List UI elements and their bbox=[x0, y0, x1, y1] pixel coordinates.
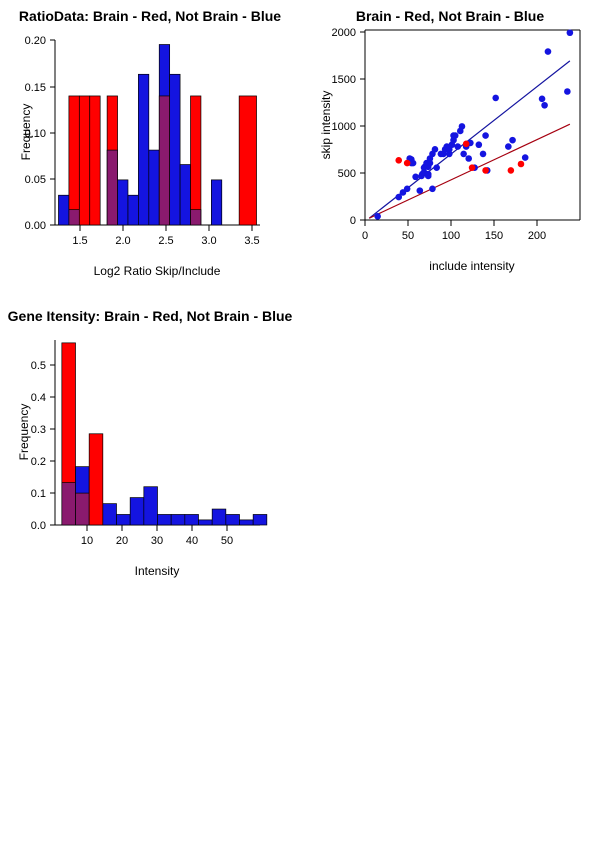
geneintensity-yaxis: 0.0 0.1 0.2 0.3 0.4 0.5 bbox=[31, 360, 55, 532]
ratiodata-chart: 0.00 0.05 0.10 0.15 0.20 1.5 2.0 2.5 3.0… bbox=[0, 0, 300, 300]
ratiodata-bars bbox=[58, 45, 256, 225]
svg-text:0: 0 bbox=[362, 230, 368, 242]
svg-text:200: 200 bbox=[528, 230, 546, 242]
svg-text:40: 40 bbox=[186, 535, 198, 547]
geneintensity-bars bbox=[62, 343, 267, 525]
svg-text:150: 150 bbox=[485, 230, 503, 242]
scatter-ylabel: skip intensity bbox=[319, 91, 333, 160]
svg-text:1.5: 1.5 bbox=[72, 235, 87, 247]
svg-text:10: 10 bbox=[81, 535, 93, 547]
ratiodata-xaxis: 1.5 2.0 2.5 3.0 3.5 4.0 bbox=[72, 225, 299, 247]
svg-text:0.2: 0.2 bbox=[31, 456, 46, 468]
geneintensity-title: Gene Itensity: Brain - Red, Not Brain - … bbox=[0, 308, 300, 324]
scatter-title: Brain - Red, Not Brain - Blue bbox=[300, 8, 600, 24]
ratiodata-title: RatioData: Brain - Red, Not Brain - Blue bbox=[0, 8, 300, 24]
svg-text:50: 50 bbox=[402, 230, 414, 242]
ratiodata-xlabel: Log2 Ratio Skip/Include bbox=[94, 264, 221, 278]
svg-text:0.15: 0.15 bbox=[25, 82, 46, 94]
ratiodata-panel: RatioData: Brain - Red, Not Brain - Blue… bbox=[0, 0, 300, 300]
svg-text:3.5: 3.5 bbox=[244, 235, 259, 247]
scatter-chart: 0 500 1000 1500 2000 0 50 100 150 200 sk… bbox=[300, 0, 600, 300]
svg-text:0.5: 0.5 bbox=[31, 360, 46, 372]
scatter-xaxis: 0 50 100 150 200 bbox=[362, 220, 546, 242]
svg-text:3.0: 3.0 bbox=[201, 235, 216, 247]
svg-text:0.3: 0.3 bbox=[31, 424, 46, 436]
scatter-xlabel: include intensity bbox=[429, 259, 514, 273]
svg-text:0.0: 0.0 bbox=[31, 520, 46, 532]
scatter-points bbox=[369, 29, 573, 219]
svg-text:0.05: 0.05 bbox=[25, 174, 46, 186]
svg-text:2.0: 2.0 bbox=[115, 235, 130, 247]
infobox-panel: G7177232@J938771_RC@i_at altCassette Hnr… bbox=[300, 300, 600, 600]
svg-text:30: 30 bbox=[151, 535, 163, 547]
geneintensity-chart: 0.0 0.1 0.2 0.3 0.4 0.5 10 20 30 40 50 6… bbox=[0, 300, 300, 600]
svg-text:1500: 1500 bbox=[332, 74, 356, 86]
svg-text:1000: 1000 bbox=[332, 121, 356, 133]
svg-text:2.5: 2.5 bbox=[158, 235, 173, 247]
scatter-yaxis: 0 500 1000 1500 2000 bbox=[332, 27, 365, 227]
ratiodata-ylabel: Frequency bbox=[19, 104, 33, 161]
svg-text:2000: 2000 bbox=[332, 27, 356, 39]
geneintensity-xlabel: Intensity bbox=[135, 564, 180, 578]
svg-text:0: 0 bbox=[350, 215, 356, 227]
svg-text:0.20: 0.20 bbox=[25, 35, 46, 47]
geneintensity-panel: Gene Itensity: Brain - Red, Not Brain - … bbox=[0, 300, 300, 600]
svg-text:0.00: 0.00 bbox=[25, 220, 46, 232]
geneintensity-ylabel: Frequency bbox=[17, 404, 31, 461]
scatter-panel: Brain - Red, Not Brain - Blue 0 500 1000… bbox=[300, 0, 600, 300]
svg-text:0.4: 0.4 bbox=[31, 392, 46, 404]
geneintensity-xaxis: 10 20 30 40 50 60 bbox=[81, 525, 268, 547]
svg-text:50: 50 bbox=[221, 535, 233, 547]
svg-text:0.1: 0.1 bbox=[31, 488, 46, 500]
svg-text:100: 100 bbox=[442, 230, 460, 242]
svg-text:20: 20 bbox=[116, 535, 128, 547]
svg-text:500: 500 bbox=[338, 168, 356, 180]
